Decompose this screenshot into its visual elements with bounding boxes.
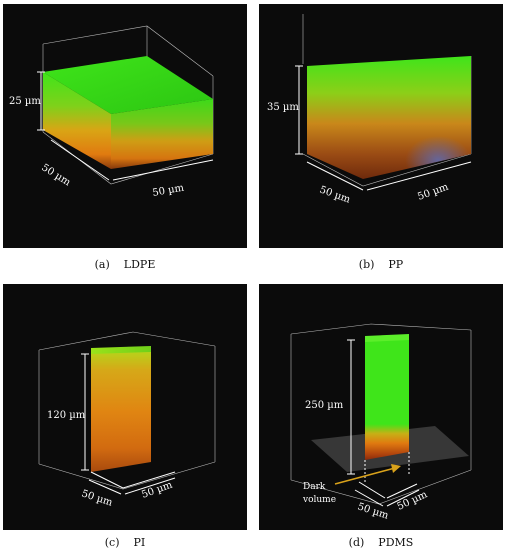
caption-b-name: PP bbox=[388, 258, 404, 271]
ldpe-depth-label: 50 µm bbox=[39, 162, 72, 188]
panel-d-pdms: 250 µm Dark volume 50 µm 50 µm bbox=[259, 284, 503, 530]
ldpe-width-label: 50 µm bbox=[152, 182, 186, 198]
dark-volume-label-line2: volume bbox=[302, 495, 336, 505]
pdms-volume-render: 250 µm Dark volume 50 µm 50 µm bbox=[290, 323, 472, 522]
caption-d-label: (d) bbox=[348, 536, 365, 549]
pp-depth-label: 50 µm bbox=[318, 184, 352, 205]
caption-c-name: PI bbox=[133, 536, 146, 549]
dark-volume-arrow bbox=[334, 464, 401, 485]
pp-volume-render: 35 µm 50 µm 50 µm bbox=[267, 14, 472, 206]
pdms-width-label: 50 µm bbox=[396, 489, 430, 513]
pdms-height-label: 250 µm bbox=[305, 400, 344, 411]
caption-a-name: LDPE bbox=[123, 258, 156, 271]
pi-height-label: 120 µm bbox=[47, 410, 86, 421]
caption-d-name: PDMS bbox=[378, 536, 414, 549]
pi-depth-label: 50 µm bbox=[80, 488, 114, 508]
caption-d: (d) PDMS bbox=[261, 536, 501, 549]
pdms-depth-label: 50 µm bbox=[356, 501, 390, 521]
panel-b-pp: 35 µm 50 µm 50 µm bbox=[259, 4, 503, 248]
pp-height-label: 35 µm bbox=[267, 102, 299, 113]
caption-b: (b) PP bbox=[261, 258, 501, 271]
caption-a-label: (a) bbox=[94, 258, 110, 271]
panel-a-ldpe: 25 µm 50 µm 50 µm bbox=[3, 4, 247, 248]
dark-volume-label-line1: Dark bbox=[303, 482, 326, 492]
caption-c-label: (c) bbox=[104, 536, 120, 549]
caption-a: (a) LDPE bbox=[5, 258, 245, 271]
ldpe-volume-render: 25 µm 50 µm 50 µm bbox=[9, 25, 214, 199]
pi-volume-render: 120 µm 50 µm 50 µm bbox=[38, 331, 216, 509]
pp-width-label: 50 µm bbox=[416, 181, 450, 202]
ldpe-height-label: 25 µm bbox=[9, 96, 41, 107]
panel-c-pi: 120 µm 50 µm 50 µm bbox=[3, 284, 247, 530]
caption-c: (c) PI bbox=[5, 536, 245, 549]
caption-b-label: (b) bbox=[358, 258, 375, 271]
